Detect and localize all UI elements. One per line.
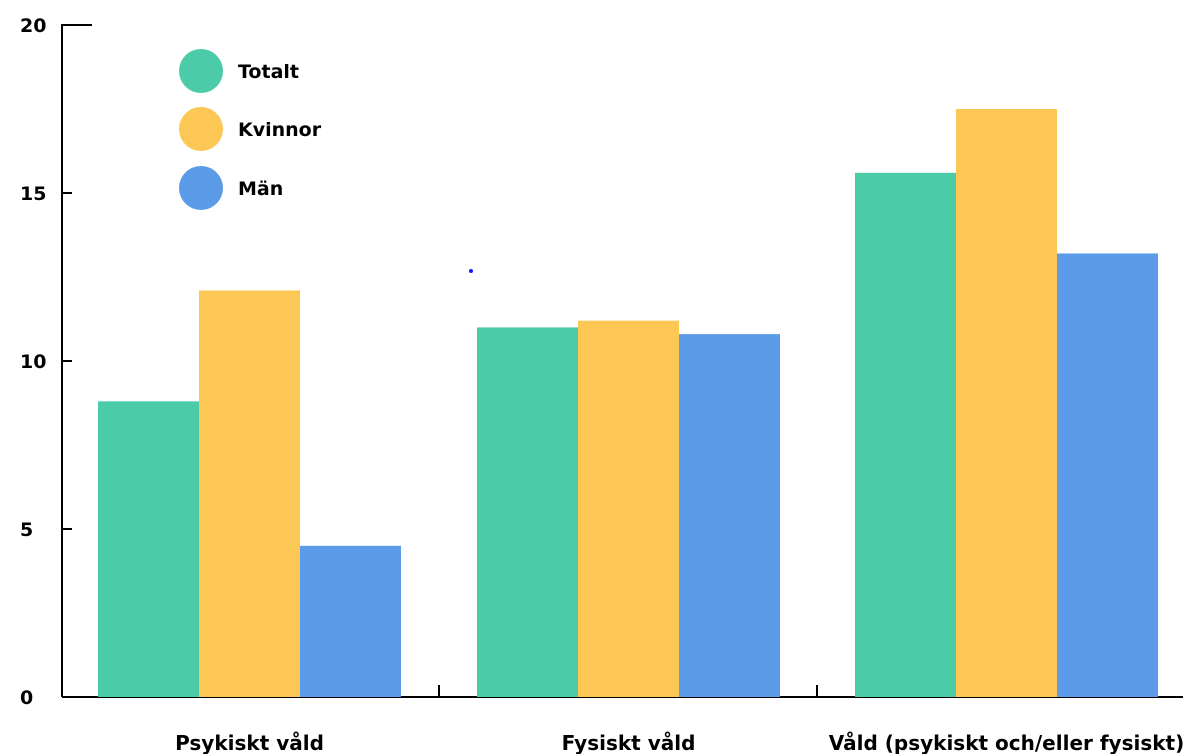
y-tick-label: 10 bbox=[20, 351, 46, 373]
bars bbox=[98, 109, 1158, 698]
bar bbox=[956, 109, 1057, 697]
bar bbox=[855, 172, 956, 698]
legend-label: Män bbox=[238, 178, 283, 200]
bar bbox=[300, 545, 401, 697]
bar bbox=[679, 334, 780, 697]
y-tick-label: 5 bbox=[20, 519, 33, 541]
y-axis: 0 5 10 15 20 bbox=[20, 15, 92, 709]
legend-swatch bbox=[179, 49, 223, 93]
x-category-label: Psykiskt våld bbox=[175, 731, 324, 754]
y-tick-label: 20 bbox=[20, 15, 46, 37]
bar bbox=[98, 401, 199, 697]
x-category-label: Våld (psykiskt och/eller fysiskt) bbox=[829, 731, 1183, 754]
y-tick-label: 15 bbox=[20, 183, 46, 205]
bar bbox=[477, 327, 578, 697]
bar bbox=[578, 320, 679, 697]
x-category-label: Fysiskt våld bbox=[562, 731, 696, 754]
legend-swatch bbox=[179, 166, 223, 210]
legend-label: Totalt bbox=[238, 61, 299, 83]
stray-dot bbox=[469, 269, 473, 273]
y-tick-label: 0 bbox=[20, 687, 33, 709]
legend-label: Kvinnor bbox=[238, 119, 322, 141]
bar bbox=[1057, 253, 1158, 698]
legend: Totalt Kvinnor Män bbox=[179, 49, 322, 210]
bar bbox=[199, 290, 300, 697]
legend-swatch bbox=[179, 107, 223, 151]
